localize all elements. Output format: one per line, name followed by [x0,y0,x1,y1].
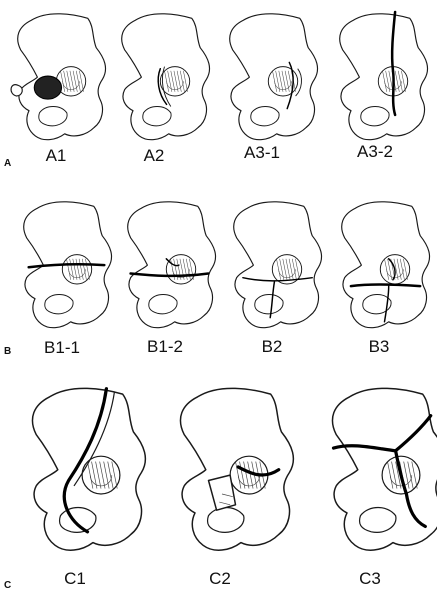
pelvis-a2 [122,14,210,140]
pelvis-b2 [234,202,322,328]
pelvis-b3 [342,202,430,328]
label-c1: C1 [35,569,115,589]
posterior-wall-fragment [34,76,61,99]
pelvis-b1-1 [24,202,112,328]
label-a3-1: A3-1 [222,143,302,163]
label-b1-2: B1-2 [125,337,205,357]
pelvis-a1 [11,14,105,140]
pelvis-a3-2 [340,12,428,140]
label-a1: A1 [16,146,96,166]
label-b2: B2 [232,337,312,357]
row-letter-a: A [4,158,11,169]
pelvis-c3 [332,388,437,550]
row-letter-c: C [4,580,11,591]
label-b1-1: B1-1 [22,338,102,358]
pelvis-b1-2 [128,202,216,328]
label-a3-2: A3-2 [335,142,415,162]
label-c2: C2 [180,569,260,589]
pelvis-a3-1 [230,14,318,140]
label-b3: B3 [339,337,419,357]
label-c3: C3 [330,569,410,589]
pelvis-c2 [180,388,293,550]
row-letter-b: B [4,346,11,357]
pelvis-c1 [32,388,145,550]
label-a2: A2 [114,146,194,166]
